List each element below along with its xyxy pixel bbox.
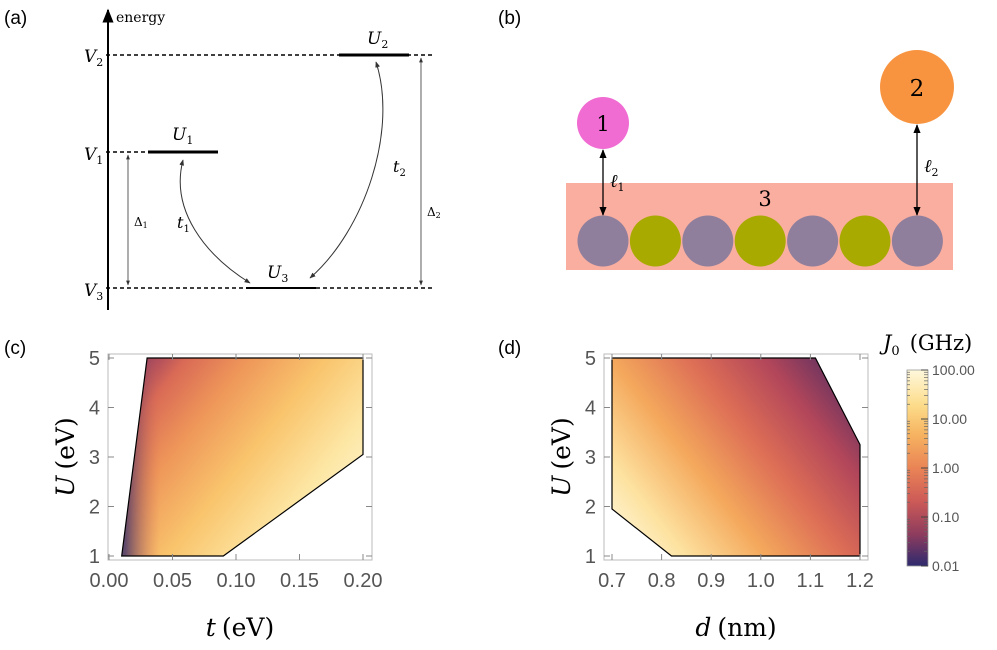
plot-d-heatmap (612, 358, 860, 556)
plot-d-ylabel: U(eV) (547, 417, 576, 496)
plot-d-ytick-label: 4 (585, 398, 596, 420)
colorbar-tick-label: 1.00 (932, 460, 959, 476)
colorbar-tick-label: 0.10 (932, 509, 959, 525)
plot-c-xtick-label: 0.15 (280, 570, 319, 592)
level-v1-label: V1 (84, 145, 103, 167)
plot-d-xtick-label: 1.1 (796, 570, 824, 592)
hop-t1-arrow (179, 159, 251, 284)
panel-a-label: (a) (4, 8, 27, 29)
plot-c-ytick-label: 2 (89, 497, 100, 519)
plot-d-ytick-label: 1 (585, 546, 596, 568)
wire-label: 3 (758, 187, 771, 211)
level-v2-label: V2 (84, 47, 103, 69)
plot-d-ytick-label: 5 (585, 348, 596, 370)
colorbar-tick-label: 10.00 (932, 411, 967, 427)
atom-olive-3 (734, 215, 786, 267)
plot-d-xlabel: d (nm) (695, 613, 776, 642)
atom-gray-0 (577, 215, 629, 267)
plot-c-ticks: 0.00 0.05 0.10 0.15 0.20 1 2 3 4 5 (89, 348, 383, 592)
atom-olive-1 (629, 215, 681, 267)
plot-c-ytick-label: 4 (89, 398, 100, 420)
atom-gray-2 (682, 215, 734, 267)
colorbar-tick-label: 0.01 (932, 558, 959, 574)
plot-c-xtick-label: 0.00 (90, 570, 129, 592)
plot-d-ticks: 0.7 0.8 0.9 1.0 1.1 1.2 1 2 3 4 5 (585, 348, 874, 592)
plot-c-xtick-label: 0.05 (153, 570, 192, 592)
plot-c-region-boundary (121, 357, 364, 557)
colorbar-ticks: 100.00 10.00 1.00 0.10 0.01 (907, 362, 975, 574)
hop-t2-arrow (309, 61, 384, 279)
panel-c-label: (c) (4, 338, 26, 359)
distance-l2-label: ℓ2 (924, 156, 939, 179)
dot-1-label: 1 (596, 112, 609, 136)
plot-c-ytick-label: 5 (89, 348, 100, 370)
plot-d-ytick-label: 3 (585, 447, 596, 469)
panel-d-label: (d) (498, 338, 521, 359)
panel-d: (d) 0.7 0.8 0.9 1.0 1.1 1.2 1 2 3 4 5 d (nm) U(eV) (498, 338, 874, 642)
atom-gray-4 (787, 215, 839, 267)
hop-t2-label: t2 (393, 157, 406, 179)
plot-d-ytick-label: 2 (585, 497, 596, 519)
panel-c: (c) 0.00 0.05 0.10 0.15 0.20 1 2 3 4 5 t (eV) U(eV… (4, 338, 382, 642)
plot-d-xtick-label: 0.9 (697, 570, 725, 592)
plot-d-xtick-label: 1.2 (846, 570, 874, 592)
panel-a: (a) energy V1 V2 V3 U1 U2 U3 t1 t2 Δ1 Δ2 (4, 8, 441, 310)
distance-l1-label: ℓ1 (610, 171, 625, 194)
plot-d-xtick-label: 1.0 (747, 570, 775, 592)
atom-olive-5 (839, 215, 891, 267)
dot-1 (577, 97, 629, 149)
hop-t1-label: t1 (177, 213, 190, 235)
colorbar: J0 (GHz) 100.00 10.00 1.00 0.10 0.01 (879, 331, 975, 574)
state-u1-label: U1 (172, 125, 193, 147)
level-v3-label: V3 (84, 281, 103, 303)
panel-b: (b) 3 1 2 ℓ1 ℓ2 (498, 8, 954, 270)
gap-delta2-label: Δ2 (427, 205, 441, 220)
plot-d-xtick-label: 0.8 (648, 570, 676, 592)
energy-axis-label: energy (116, 10, 165, 26)
plot-c-xlabel: t (eV) (206, 613, 274, 642)
dot-2-label: 2 (910, 76, 925, 102)
plot-c-ylabel: U(eV) (51, 417, 80, 496)
state-u2-label: U2 (367, 29, 388, 51)
colorbar-tick-label: 100.00 (932, 362, 975, 378)
atom-row (577, 215, 943, 267)
plot-c-xtick-label: 0.20 (344, 570, 383, 592)
gap-delta1-label: Δ1 (134, 215, 148, 230)
dot-2 (880, 50, 954, 124)
state-u3-label: U3 (267, 263, 288, 285)
colorbar-title: J0 (GHz) (879, 331, 972, 359)
plot-c-heatmap (121, 358, 363, 556)
plot-d-xtick-label: 0.7 (598, 570, 626, 592)
panel-b-label: (b) (498, 8, 521, 29)
atom-gray-6 (891, 215, 943, 267)
plot-c-xtick-label: 0.10 (217, 570, 256, 592)
plot-c-ytick-label: 3 (89, 447, 100, 469)
plot-c-ytick-label: 1 (89, 546, 100, 568)
